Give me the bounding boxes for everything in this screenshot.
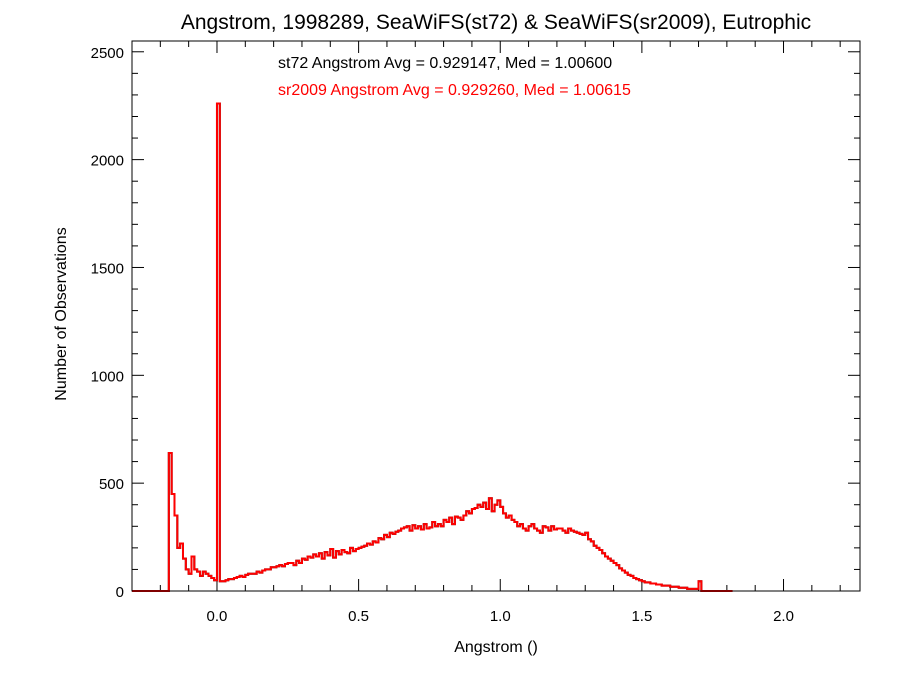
st72-stats-annotation: st72 Angstrom Avg = 0.929147, Med = 1.00… bbox=[278, 55, 612, 72]
y-tick-label: 2000 bbox=[91, 153, 124, 170]
y-tick-label: 2500 bbox=[91, 45, 124, 62]
sr2009-stats-annotation: sr2009 Angstrom Avg = 0.929260, Med = 1.… bbox=[278, 82, 631, 99]
y-axis-label: Number of Observations bbox=[53, 227, 70, 400]
y-tick-label: 500 bbox=[99, 476, 124, 493]
y-tick-label: 1500 bbox=[91, 260, 124, 277]
axis-ticks: 0.0 0.5 1.0 1.5 2.0 0 500 1000 1500 2000 2500 bbox=[91, 41, 860, 625]
chart-title: Angstrom, 1998289, SeaWiFS(st72) & SeaWi… bbox=[181, 11, 811, 34]
series-line-st72 bbox=[132, 102, 733, 592]
histogram-series bbox=[132, 102, 733, 592]
x-axis-label: Angstrom () bbox=[454, 639, 538, 656]
x-tick-label: 0.5 bbox=[348, 608, 369, 625]
y-tick-label: 1000 bbox=[91, 368, 124, 385]
plot-frame bbox=[131, 40, 861, 592]
x-tick-label: 1.5 bbox=[631, 608, 652, 625]
x-tick-label: 2.0 bbox=[773, 608, 794, 625]
x-tick-label: 1.0 bbox=[490, 608, 511, 625]
x-tick-label: 0.0 bbox=[207, 608, 228, 625]
series-line-sr2009 bbox=[132, 102, 733, 592]
y-tick-label: 0 bbox=[116, 584, 124, 601]
